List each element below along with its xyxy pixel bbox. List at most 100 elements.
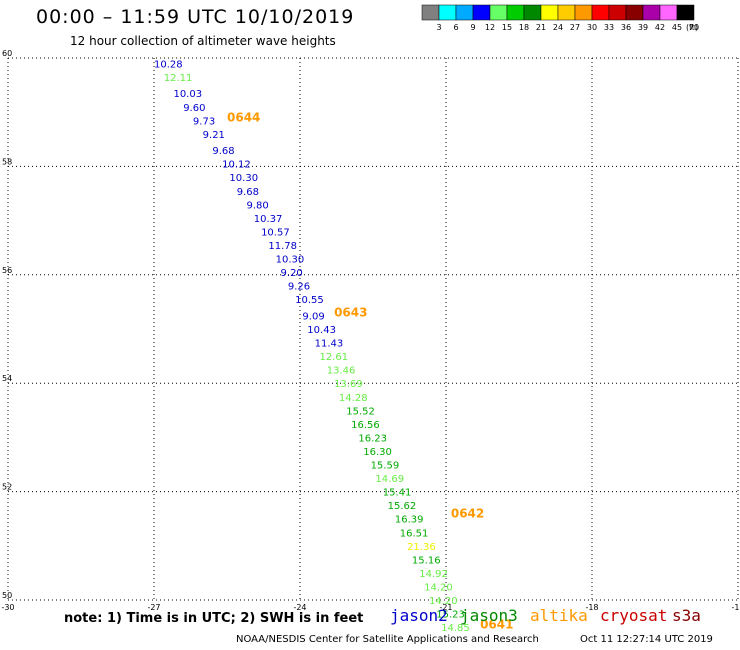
color-scale-label: 45 [672, 23, 682, 32]
y-tick-label: 56 [2, 266, 12, 275]
pass-number-label: 0644 [227, 111, 260, 125]
data-point-label: 16.30 [363, 447, 392, 458]
data-point-label: 10.28 [154, 59, 183, 70]
data-point-label: 14.20 [429, 596, 458, 607]
color-scale-label: 33 [604, 23, 614, 32]
data-point-label: 15.59 [371, 461, 400, 472]
x-tick-label: -18 [585, 603, 598, 612]
color-scale: 3 6 9 12 15 18 21 24 27 30 33 36 39 42 45 70(ft) [421, 4, 699, 32]
color-scale-label: 30 [587, 23, 597, 32]
color-scale-label: 42 [655, 23, 665, 32]
satellite-label-jason3: jason3 [460, 606, 518, 625]
data-point-label: 14.92 [419, 569, 448, 580]
axis-ticks: -30 -27 -24 -21 -18 -15 50 52 54 56 58 60 [1, 49, 740, 612]
plot-grid [7, 57, 739, 601]
color-scale-label: 36 [621, 23, 631, 32]
data-point-label: 10.03 [173, 89, 202, 100]
data-point-label: 15.23 [436, 610, 465, 621]
chart-subtitle: 12 hour collection of altimeter wave hei… [70, 34, 336, 48]
satellite-label-altika: altika [530, 606, 588, 625]
color-scale-swatch [421, 4, 440, 21]
x-tick-label: -30 [1, 603, 14, 612]
x-tick-label: -27 [147, 603, 160, 612]
data-point-label: 15.41 [383, 488, 412, 499]
footer-timestamp: Oct 11 12:27:14 UTC 2019 [580, 634, 713, 645]
color-scale-label: 9 [470, 23, 475, 32]
color-scale-label: 18 [519, 23, 529, 32]
data-point-label: 15.62 [388, 501, 417, 512]
color-scale-swatch [574, 4, 593, 21]
data-point-label: 16.23 [358, 433, 387, 444]
y-tick-label: 60 [2, 49, 12, 58]
color-scale-swatch [642, 4, 661, 21]
data-point-label: 9.26 [288, 282, 310, 293]
data-point-label: 13.69 [334, 379, 363, 390]
x-tick-label: -21 [439, 603, 452, 612]
color-scale-swatch [489, 4, 508, 21]
color-scale-unit: (ft) [686, 23, 698, 32]
color-scale-label: 15 [502, 23, 512, 32]
data-point-label: 10.43 [307, 325, 336, 336]
data-point-label: 16.56 [351, 420, 380, 431]
satellite-label-jason2: jason2 [390, 606, 448, 625]
color-scale-label: 3 [436, 23, 441, 32]
data-point-label: 10.55 [295, 295, 324, 306]
satellite-label-cryosat: cryosat [600, 606, 668, 625]
data-point-label: 13.46 [327, 366, 356, 377]
color-scale-swatch [506, 4, 525, 21]
data-point-label: 12.11 [164, 73, 193, 84]
color-scale-label: 70 [689, 23, 699, 32]
y-tick-label: 50 [2, 591, 12, 600]
color-scale-swatch [625, 4, 644, 21]
color-scale-swatch [676, 4, 695, 21]
footer-credit: NOAA/NESDIS Center for Satellite Applica… [236, 634, 539, 645]
data-point-label: 11.78 [268, 241, 297, 252]
data-point-label: 10.30 [276, 255, 305, 266]
data-point-label: 14.69 [375, 474, 404, 485]
data-point-label: 12.61 [319, 352, 348, 363]
color-scale-swatch [438, 4, 457, 21]
color-scale-swatch [591, 4, 610, 21]
footer-note: note: 1) Time is in UTC; 2) SWH is in fe… [64, 611, 364, 626]
pass-labels: 0644 0643 0642 0641 [227, 111, 513, 632]
chart-title: 00:00 – 11:59 UTC 10/10/2019 [36, 6, 355, 28]
color-scale-swatch [608, 4, 627, 21]
color-scale-label: 12 [485, 23, 495, 32]
data-point-label: 14.20 [424, 582, 453, 593]
color-scale-swatch [557, 4, 576, 21]
data-point-label: 9.20 [281, 268, 303, 279]
color-scale-swatch [540, 4, 559, 21]
pass-number-label: 0643 [334, 306, 367, 320]
data-point-label: 15.52 [346, 406, 375, 417]
color-scale-label: 27 [570, 23, 580, 32]
data-point-label: 14.85 [441, 623, 470, 634]
data-point-label: 15.16 [412, 555, 441, 566]
data-point-label: 9.09 [302, 311, 324, 322]
color-scale-swatch [472, 4, 491, 21]
color-scale-swatch [523, 4, 542, 21]
data-point-label: 10.30 [229, 173, 258, 184]
data-point-label: 11.43 [315, 339, 344, 350]
satellite-label-s3a: s3a [672, 606, 701, 625]
data-point-label: 9.60 [183, 103, 205, 114]
data-point-label: 10.37 [254, 214, 283, 225]
y-tick-label: 52 [2, 483, 12, 492]
data-point-label: 9.68 [237, 187, 259, 198]
color-scale-swatch [659, 4, 678, 21]
data-point-label: 9.80 [246, 200, 268, 211]
y-tick-label: 58 [2, 157, 12, 166]
data-point-label: 9.21 [203, 130, 225, 141]
color-scale-label: 39 [638, 23, 648, 32]
color-scale-label: 21 [536, 23, 546, 32]
x-tick-label: -15 [731, 603, 740, 612]
y-tick-label: 54 [2, 374, 12, 383]
color-scale-label: 24 [553, 23, 563, 32]
color-scale-label: 6 [453, 23, 458, 32]
pass-number-label: 0642 [451, 506, 484, 520]
color-scale-swatch [455, 4, 474, 21]
data-point-label: 14.28 [339, 393, 368, 404]
data-point-label: 21.36 [407, 542, 436, 553]
pass-number-label: 0641 [480, 617, 513, 631]
data-point-label: 9.73 [193, 116, 215, 127]
